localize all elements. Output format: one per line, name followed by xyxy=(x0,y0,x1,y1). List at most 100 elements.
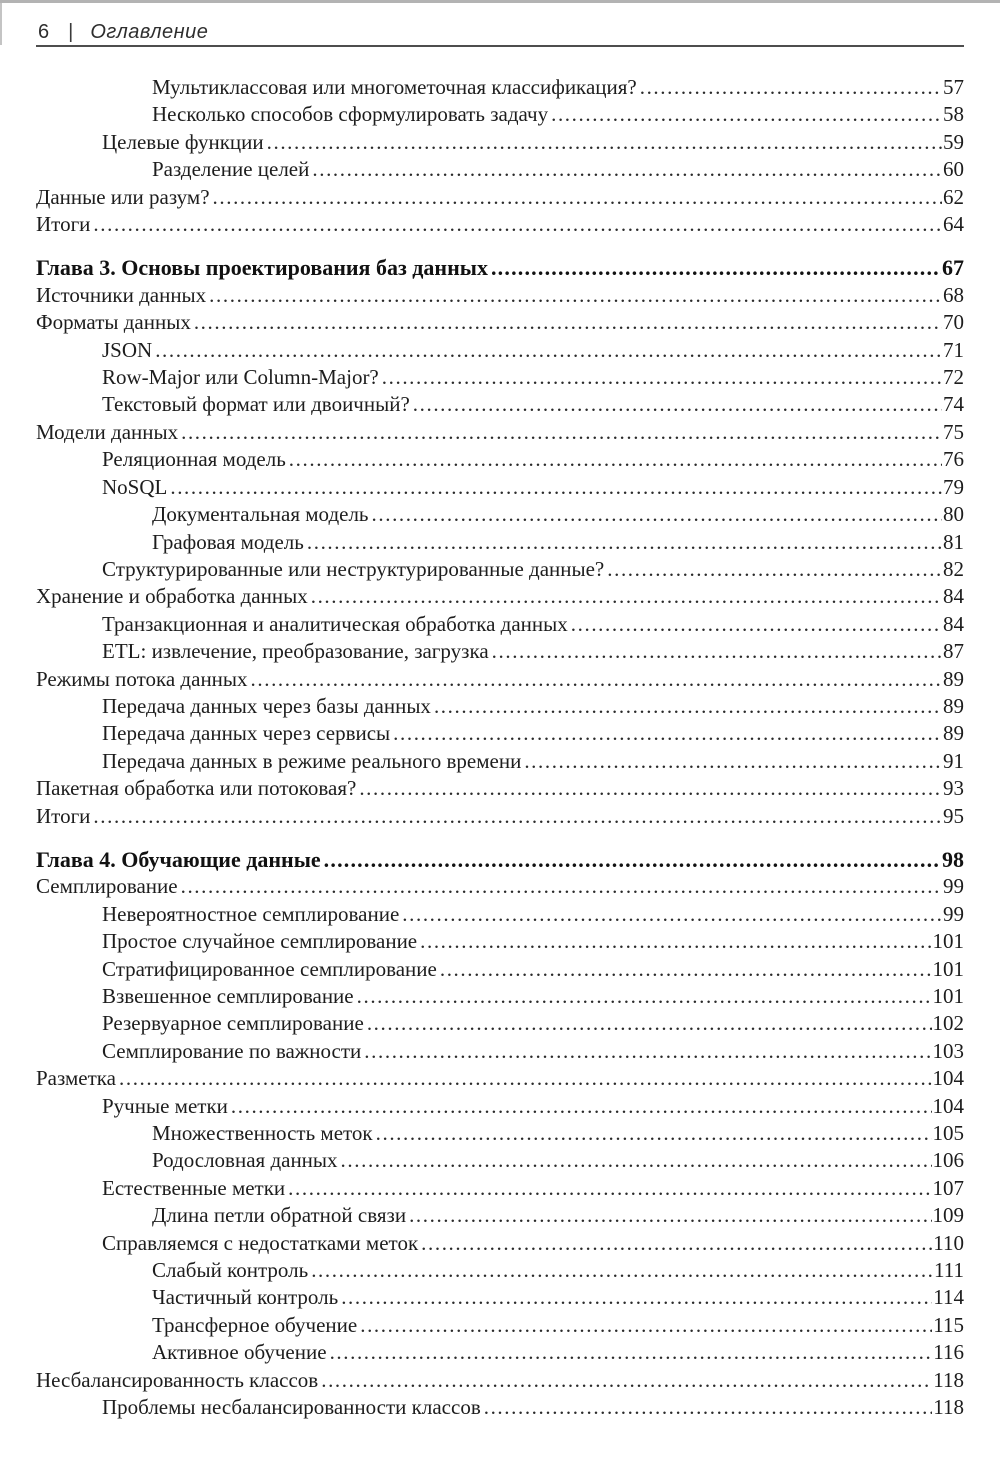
dot-leader xyxy=(330,1339,933,1366)
toc-entry: Документальная модель 80 xyxy=(36,501,964,528)
toc-entry: Row-Major или Column-Major? 72 xyxy=(36,364,964,391)
dot-leader xyxy=(484,1394,933,1421)
toc-entry-page: 111 xyxy=(934,1258,964,1283)
toc-entry-page: 75 xyxy=(943,419,964,444)
chapter-heading: Глава 4. Обучающие данные 98 xyxy=(36,846,964,873)
toc-entry-title: Передача данных в режиме реального време… xyxy=(102,748,522,773)
toc-entry: Справляемся с недостатками меток 110 xyxy=(36,1230,964,1257)
dot-leader xyxy=(571,611,942,638)
toc-entry-title: Семплирование xyxy=(36,874,178,899)
toc-entry-title: Семплирование по важности xyxy=(102,1038,362,1063)
chapter-heading: Глава 3. Основы проектирования баз данны… xyxy=(36,254,964,281)
toc-entry: Невероятностное семплирование 99 xyxy=(36,901,964,928)
toc-entry-page: 118 xyxy=(933,1367,964,1392)
toc-entry: NoSQL 79 xyxy=(36,474,964,501)
toc-entry-page: 101 xyxy=(932,956,965,981)
toc-entry: Передача данных в режиме реального време… xyxy=(36,748,964,775)
toc-entry-page: 106 xyxy=(932,1148,965,1173)
toc-entry-page: 79 xyxy=(943,474,964,499)
toc-entry-title: Родословная данных xyxy=(152,1148,338,1173)
toc-list: Мультиклассовая или многометочная класси… xyxy=(36,47,964,1422)
toc-entry-title: Транзакционная и аналитическая обработка… xyxy=(102,611,568,636)
toc-entry-page: 89 xyxy=(943,721,964,746)
toc-entry: Источники данных 68 xyxy=(36,282,964,309)
toc-entry-title: Текстовый формат или двоичный? xyxy=(102,392,410,417)
dot-leader xyxy=(434,693,942,720)
toc-entry: Итоги 64 xyxy=(36,211,964,238)
toc-entry-title: Графовая модель xyxy=(152,529,304,554)
toc-entry-title: Множественность меток xyxy=(152,1121,373,1146)
dot-leader xyxy=(321,1367,932,1394)
toc-entry: Родословная данных 106 xyxy=(36,1147,964,1174)
header-title: Оглавление xyxy=(90,21,209,43)
toc-entry: Текстовый формат или двоичный? 74 xyxy=(36,391,964,418)
toc-entry: Пакетная обработка или потоковая? 93 xyxy=(36,775,964,802)
toc-entry-title: Естественные метки xyxy=(102,1175,286,1200)
toc-entry: Мультиклассовая или многометочная класси… xyxy=(36,74,964,101)
toc-entry-title: Слабый контроль xyxy=(152,1258,309,1283)
toc-entry-title: Пакетная обработка или потоковая? xyxy=(36,776,357,801)
toc-entry-page: 89 xyxy=(943,693,964,718)
toc-entry-page: 101 xyxy=(932,929,965,954)
toc-entry-title: Несбалансированность классов xyxy=(36,1367,319,1392)
toc-entry: Трансферное обучение 115 xyxy=(36,1312,964,1339)
dot-leader xyxy=(324,846,941,873)
dot-leader xyxy=(524,748,942,775)
toc-entry-page: 115 xyxy=(933,1312,964,1337)
toc-entry: Простое случайное семплирование 101 xyxy=(36,928,964,955)
toc-entry-title: Разделение целей xyxy=(152,157,310,182)
toc-entry-page: 82 xyxy=(943,556,964,581)
toc-entry: Целевые функции 59 xyxy=(36,129,964,156)
toc-entry-page: 103 xyxy=(932,1038,965,1063)
toc-entry-page: 101 xyxy=(932,984,965,1008)
toc-entry-title: Разметка xyxy=(36,1066,116,1091)
dot-leader xyxy=(551,101,942,128)
toc-entry: Проблемы несбалансированности классов 118 xyxy=(36,1394,964,1421)
toc-entry-page: 118 xyxy=(933,1395,964,1420)
toc-entry: Данные или разум? 62 xyxy=(36,184,964,211)
toc-entry: Форматы данных 70 xyxy=(36,309,964,336)
dot-leader xyxy=(93,211,942,238)
scan-edge-top xyxy=(0,0,1000,3)
dot-leader xyxy=(357,983,932,1010)
dot-leader xyxy=(181,873,942,900)
toc-entry: Несколько способов сформулировать задачу… xyxy=(36,101,964,128)
dot-leader xyxy=(640,74,942,101)
toc-entry-title: Структурированные или неструктурированны… xyxy=(102,556,605,581)
dot-leader xyxy=(341,1147,932,1174)
toc-entry-page: 109 xyxy=(932,1203,965,1228)
toc-entry-page: 110 xyxy=(933,1230,964,1255)
toc-entry: Структурированные или неструктурированны… xyxy=(36,556,964,583)
toc-entry-page: 89 xyxy=(943,666,964,691)
toc-entry-page: 70 xyxy=(943,310,964,335)
toc-entry-page: 84 xyxy=(943,611,964,636)
dot-leader xyxy=(367,1010,932,1037)
dot-leader xyxy=(93,803,942,830)
toc-entry: Активное обучение 116 xyxy=(36,1339,964,1366)
toc-entry-title: Стратифицированное семплирование xyxy=(102,956,437,981)
dot-leader xyxy=(376,1120,932,1147)
dot-leader xyxy=(267,129,942,156)
toc-entry: Передача данных через сервисы 89 xyxy=(36,720,964,747)
dot-leader xyxy=(231,1093,932,1120)
toc-entry-page: 81 xyxy=(943,529,964,554)
toc-entry-page: 87 xyxy=(943,639,964,664)
dot-leader xyxy=(440,956,932,983)
toc-entry: Передача данных через базы данных 89 xyxy=(36,693,964,720)
toc-entry: Длина петли обратной связи 109 xyxy=(36,1202,964,1229)
dot-leader xyxy=(359,775,942,802)
chapter-heading-title: Глава 4. Обучающие данные xyxy=(36,846,321,872)
toc-entry-page: 104 xyxy=(932,1093,965,1118)
toc-entry: Режимы потока данных 89 xyxy=(36,666,964,693)
toc-entry-title: Трансферное обучение xyxy=(152,1312,358,1337)
toc-entry-title: Данные или разум? xyxy=(36,184,210,209)
toc-entry-title: Row-Major или Column-Major? xyxy=(102,365,379,390)
toc-entry-title: Ручные метки xyxy=(102,1093,228,1118)
dot-leader xyxy=(307,529,942,556)
toc-entry-title: Проблемы несбалансированности классов xyxy=(102,1395,481,1420)
toc-entry-page: 93 xyxy=(943,776,964,801)
toc-entry-page: 74 xyxy=(943,392,964,417)
toc-entry: Слабый контроль 111 xyxy=(36,1257,964,1284)
dot-leader xyxy=(119,1065,932,1092)
toc-entry: Ручные метки 104 xyxy=(36,1093,964,1120)
